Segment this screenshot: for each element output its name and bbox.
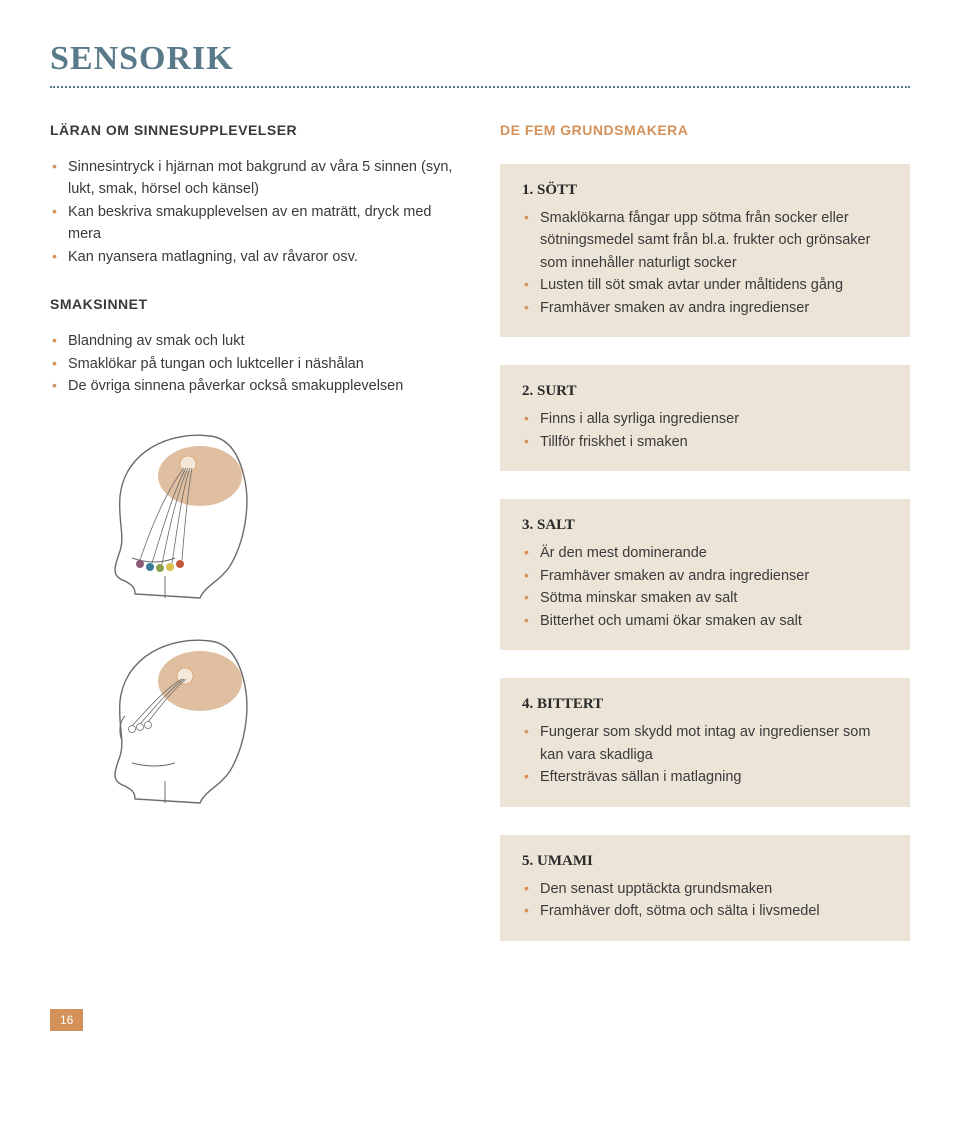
list-item: De övriga sinnena påverkar också smakupp…	[50, 375, 460, 397]
list-item: Smaklökar på tungan och luktceller i näs…	[50, 353, 460, 375]
right-heading: DE FEM GRUNDSMAKERA	[500, 122, 910, 138]
taste-block-5: 5. UMAMI Den senast upptäckta grundsmake…	[500, 835, 910, 941]
taste-block-4: 4. BITTERT Fungerar som skydd mot intag …	[500, 678, 910, 806]
left-column: LÄRAN OM SINNESUPPLEVELSER Sinnesintryck…	[50, 122, 460, 969]
head-nose-diagram-icon	[70, 631, 300, 806]
taste-list: Den senast upptäckta grundsmaken Framhäv…	[522, 878, 888, 923]
list-item: Kan beskriva smakupplevelsen av en maträ…	[50, 201, 460, 246]
list-item: Sinnesintryck i hjärnan mot bakgrund av …	[50, 156, 460, 201]
left-heading-1: LÄRAN OM SINNESUPPLEVELSER	[50, 122, 460, 138]
page-number-badge: 16	[50, 1009, 83, 1031]
head-tongue-diagram-icon	[70, 426, 300, 601]
taste-block-1: 1. SÖTT Smaklökarna fångar upp sötma frå…	[500, 164, 910, 337]
list-item: Smaklökarna fångar upp sötma från socker…	[522, 207, 888, 274]
list-item: Är den mest dominerande	[522, 542, 888, 564]
taste-list: Finns i alla syrliga ingredienser Tillfö…	[522, 408, 888, 453]
page-title: SENSORIK	[50, 40, 910, 78]
left-list-1: Sinnesintryck i hjärnan mot bakgrund av …	[50, 156, 460, 268]
list-item: Framhäver doft, sötma och sälta i livsme…	[522, 900, 888, 922]
taste-list: Är den mest dominerande Framhäver smaken…	[522, 542, 888, 632]
taste-title: 2. SURT	[522, 383, 888, 400]
list-item: Sötma minskar smaken av salt	[522, 587, 888, 609]
list-item: Tillför friskhet i smaken	[522, 431, 888, 453]
list-item: Fungerar som skydd mot intag av ingredie…	[522, 721, 888, 766]
taste-list: Smaklökarna fångar upp sötma från socker…	[522, 207, 888, 319]
left-heading-2: SMAKSINNET	[50, 296, 460, 312]
taste-block-3: 3. SALT Är den mest dominerande Framhäve…	[500, 499, 910, 650]
taste-title: 3. SALT	[522, 517, 888, 534]
list-item: Den senast upptäckta grundsmaken	[522, 878, 888, 900]
taste-title: 4. BITTERT	[522, 696, 888, 713]
list-item: Finns i alla syrliga ingredienser	[522, 408, 888, 430]
taste-title: 5. UMAMI	[522, 853, 888, 870]
list-item: Framhäver smaken av andra ingredienser	[522, 565, 888, 587]
list-item: Kan nyansera matlagning, val av råvaror …	[50, 246, 460, 268]
taste-title: 1. SÖTT	[522, 182, 888, 199]
list-item: Framhäver smaken av andra ingredienser	[522, 297, 888, 319]
list-item: Bitterhet och umami ökar smaken av salt	[522, 610, 888, 632]
list-item: Lusten till söt smak avtar under måltide…	[522, 274, 888, 296]
two-column-layout: LÄRAN OM SINNESUPPLEVELSER Sinnesintryck…	[50, 122, 910, 969]
diagrams-container	[50, 426, 460, 806]
taste-list: Fungerar som skydd mot intag av ingredie…	[522, 721, 888, 788]
list-item: Blandning av smak och lukt	[50, 330, 460, 352]
left-list-2: Blandning av smak och lukt Smaklökar på …	[50, 330, 460, 397]
taste-block-2: 2. SURT Finns i alla syrliga ingrediense…	[500, 365, 910, 471]
list-item: Eftersträvas sällan i matlagning	[522, 766, 888, 788]
right-column: DE FEM GRUNDSMAKERA 1. SÖTT Smaklökarna …	[500, 122, 910, 969]
title-rule	[50, 86, 910, 88]
